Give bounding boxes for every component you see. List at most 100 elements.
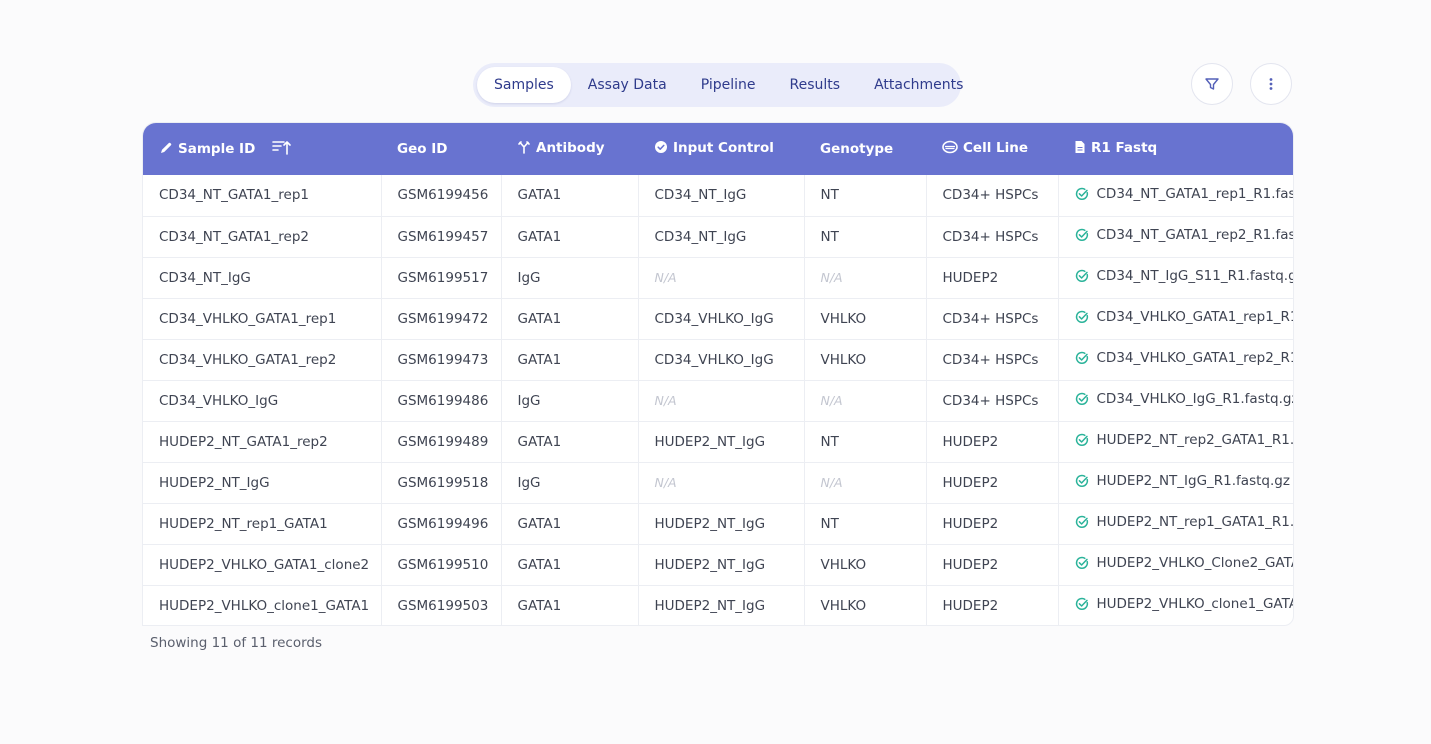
file-name: HUDEP2_VHLKO_Clone2_GATA1_R1.fastq.gz [1096, 555, 1294, 571]
cell-line-cell: HUDEP2 [926, 585, 1059, 625]
column-label: Cell Line [963, 140, 1029, 156]
genotype-cell: VHLKO [804, 339, 927, 381]
table-body: CD34_NT_GATA1_rep1 GSM6199456 GATA1 CD34_NT… [143, 175, 1294, 625]
antibody-cell: GATA1 [501, 503, 639, 545]
check-circle-icon [1075, 269, 1089, 287]
tab-attachments[interactable]: Attachments [874, 77, 964, 93]
antibody-cell: GATA1 [501, 421, 639, 463]
input-control-cell: HUDEP2_NT_IgG [638, 585, 805, 625]
geo-id-cell: GSM6199503 [381, 585, 502, 625]
column-header-sample-id[interactable]: Sample ID [143, 123, 381, 175]
file-name: HUDEP2_NT_rep2_GATA1_R1.fastq.gz [1096, 432, 1294, 448]
tab-samples[interactable]: Samples [477, 67, 571, 103]
cell-line-cell: CD34+ HSPCs [926, 175, 1059, 217]
cell-line-cell: CD34+ HSPCs [926, 298, 1059, 340]
cell-line-cell: HUDEP2 [926, 421, 1059, 463]
r1-fastq-cell[interactable]: CD34_VHLKO_GATA1_rep1_R1.fastq.gz [1058, 298, 1293, 340]
table-row[interactable]: HUDEP2_NT_IgG GSM6199518 IgG N/A N/A HUDEP2 HU… [143, 462, 1293, 504]
check-circle-icon [1075, 351, 1089, 369]
antibody-cell: GATA1 [501, 544, 639, 586]
cell-line-cell: HUDEP2 [926, 462, 1059, 504]
column-header-cell-line[interactable]: Cell Line [926, 123, 1058, 175]
genotype-cell: NT [804, 503, 927, 545]
table-row[interactable]: CD34_NT_GATA1_rep2 GSM6199457 GATA1 CD34_NT… [143, 216, 1294, 258]
table-row[interactable]: CD34_VHLKO_GATA1_rep1 GSM6199472 GATA1 CD34… [143, 298, 1293, 340]
table-row[interactable]: CD34_NT_GATA1_rep1 GSM6199456 GATA1 CD34_NT… [143, 175, 1293, 217]
check-circle-icon [1075, 597, 1089, 615]
table-row[interactable]: HUDEP2_NT_GATA1_rep2 GSM6199489 GATA1 HUDEP… [143, 421, 1294, 463]
geo-id-cell: GSM6199472 [381, 298, 502, 340]
cell-line-cell: HUDEP2 [926, 503, 1059, 545]
check-circle-icon [1075, 474, 1089, 492]
r1-fastq-cell[interactable]: HUDEP2_VHLKO_clone1_GATA1_R1.fastq.gz [1058, 585, 1294, 625]
input-control-cell: CD34_VHLKO_IgG [638, 339, 805, 381]
input-control-cell: N/A [638, 380, 805, 422]
file-icon [1074, 140, 1086, 158]
check-circle-icon [1075, 392, 1089, 410]
input-control-cell: CD34_NT_IgG [638, 216, 805, 258]
column-header-antibody[interactable]: Antibody [501, 123, 638, 175]
sort-ascending-icon[interactable] [272, 138, 292, 160]
tab-assay-data[interactable]: Assay Data [587, 77, 667, 93]
sample-id-cell: CD34_VHLKO_GATA1_rep2 [143, 339, 382, 381]
column-label: Input Control [673, 140, 774, 156]
file-name: HUDEP2_VHLKO_clone1_GATA1_R1.fastq.gz [1096, 596, 1294, 613]
column-header-genotype[interactable]: Genotype [804, 123, 926, 175]
cell-line-cell: HUDEP2 [926, 257, 1059, 299]
input-control-cell: HUDEP2_NT_IgG [638, 421, 805, 463]
cell-line-cell: CD34+ HSPCs [926, 339, 1059, 381]
column-header-r1-fastq[interactable]: R1 Fastq [1058, 123, 1293, 175]
file-name: CD34_VHLKO_GATA1_rep2_R1.fastq.gz [1096, 350, 1294, 366]
cell-line-cell: CD34+ HSPCs [926, 216, 1059, 258]
r1-fastq-cell[interactable]: HUDEP2_VHLKO_Clone2_GATA1_R1.fastq.gz [1058, 544, 1294, 586]
table-row[interactable]: HUDEP2_VHLKO_clone1_GATA1 GSM6199503 GATA1… [143, 585, 1294, 625]
genotype-cell: VHLKO [804, 585, 927, 625]
r1-fastq-cell[interactable]: HUDEP2_NT_rep2_GATA1_R1.fastq.gz [1058, 421, 1294, 463]
r1-fastq-cell[interactable]: HUDEP2_NT_rep1_GATA1_R1.fastq.gz [1058, 503, 1293, 545]
r1-fastq-cell[interactable]: CD34_NT_IgG_S11_R1.fastq.gz [1058, 257, 1294, 299]
input-control-cell: HUDEP2_NT_IgG [638, 503, 805, 545]
r1-fastq-cell[interactable]: CD34_NT_GATA1_rep1_R1.fastq.gz [1058, 175, 1293, 217]
antibody-cell: IgG [501, 257, 639, 299]
genotype-cell: N/A [804, 380, 927, 422]
sample-id-cell: HUDEP2_NT_IgG [143, 462, 382, 504]
file-name: CD34_NT_IgG_S11_R1.fastq.gz [1096, 268, 1294, 284]
r1-fastq-cell[interactable]: HUDEP2_NT_IgG_R1.fastq.gz [1058, 462, 1293, 504]
tab-results[interactable]: Results [789, 77, 841, 93]
input-control-cell: N/A [638, 462, 805, 504]
file-name: CD34_NT_GATA1_rep2_R1.fastq.gz [1096, 227, 1294, 243]
check-circle-icon [1075, 187, 1089, 205]
column-header-input-control[interactable]: Input Control [638, 123, 804, 175]
column-label: Antibody [536, 140, 605, 156]
table-row[interactable]: HUDEP2_NT_rep1_GATA1 GSM6199496 GATA1 HUDEP… [143, 503, 1293, 545]
record-count: Showing 11 of 11 records [150, 635, 322, 651]
r1-fastq-cell[interactable]: CD34_NT_GATA1_rep2_R1.fastq.gz [1058, 216, 1294, 258]
table-row[interactable]: CD34_VHLKO_GATA1_rep2 GSM6199473 GATA1 CD34… [143, 339, 1294, 381]
column-header-geo-id[interactable]: Geo ID [381, 123, 501, 175]
tab-pipeline[interactable]: Pipeline [700, 77, 756, 93]
sample-id-cell: HUDEP2_VHLKO_GATA1_clone2 [143, 544, 382, 586]
column-label: R1 Fastq [1091, 140, 1158, 156]
table-row[interactable]: CD34_NT_IgG GSM6199517 IgG N/A N/A HUDEP2 CD34… [143, 257, 1294, 299]
filter-button[interactable] [1191, 63, 1233, 105]
input-control-cell: HUDEP2_NT_IgG [638, 544, 805, 586]
cell-line-cell: HUDEP2 [926, 544, 1059, 586]
geo-id-cell: GSM6199517 [381, 257, 502, 299]
sample-id-cell: CD34_VHLKO_GATA1_rep1 [143, 298, 382, 340]
genotype-cell: NT [804, 216, 927, 258]
r1-fastq-cell[interactable]: CD34_VHLKO_GATA1_rep2_R1.fastq.gz [1058, 339, 1294, 381]
antibody-cell: IgG [501, 380, 639, 422]
antibody-icon [517, 140, 531, 158]
table-row[interactable]: HUDEP2_VHLKO_GATA1_clone2 GSM6199510 GATA1… [143, 544, 1294, 586]
check-circle-icon [1075, 310, 1089, 328]
sample-id-cell: CD34_NT_GATA1_rep2 [143, 216, 382, 258]
sample-id-cell: CD34_NT_IgG [143, 257, 382, 299]
r1-fastq-cell[interactable]: CD34_VHLKO_IgG_R1.fastq.gz [1058, 380, 1293, 422]
genotype-cell: VHLKO [804, 298, 927, 340]
sample-id-cell: HUDEP2_NT_GATA1_rep2 [143, 421, 382, 463]
geo-id-cell: GSM6199489 [381, 421, 502, 463]
more-options-button[interactable] [1250, 63, 1292, 105]
table-row[interactable]: CD34_VHLKO_IgG GSM6199486 IgG N/A N/A CD34+ H… [143, 380, 1293, 422]
column-label: Geo ID [397, 141, 448, 157]
sample-id-cell: HUDEP2_NT_rep1_GATA1 [143, 503, 382, 545]
